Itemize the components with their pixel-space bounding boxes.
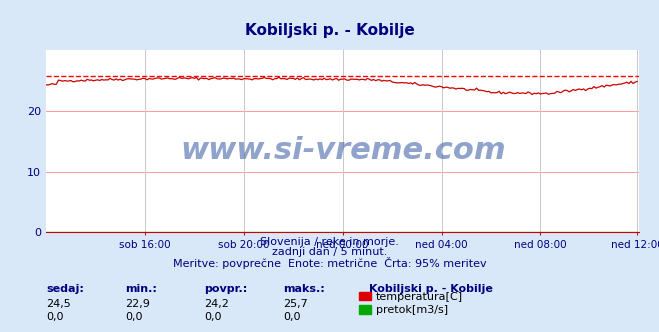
Text: temperatura[C]: temperatura[C] xyxy=(376,292,463,302)
Text: www.si-vreme.com: www.si-vreme.com xyxy=(180,136,505,165)
Text: zadnji dan / 5 minut.: zadnji dan / 5 minut. xyxy=(272,247,387,257)
Text: min.:: min.: xyxy=(125,284,157,294)
Text: Slovenija / reke in morje.: Slovenija / reke in morje. xyxy=(260,237,399,247)
Text: 0,0: 0,0 xyxy=(283,312,301,322)
Text: 24,5: 24,5 xyxy=(46,299,71,309)
Text: Kobiljski p. - Kobilje: Kobiljski p. - Kobilje xyxy=(244,23,415,38)
Text: povpr.:: povpr.: xyxy=(204,284,248,294)
Text: 0,0: 0,0 xyxy=(46,312,64,322)
Text: 24,2: 24,2 xyxy=(204,299,229,309)
Text: 0,0: 0,0 xyxy=(125,312,143,322)
Text: 0,0: 0,0 xyxy=(204,312,222,322)
Text: pretok[m3/s]: pretok[m3/s] xyxy=(376,305,447,315)
Text: Meritve: povprečne  Enote: metrične  Črta: 95% meritev: Meritve: povprečne Enote: metrične Črta:… xyxy=(173,257,486,269)
Text: 25,7: 25,7 xyxy=(283,299,308,309)
Text: Kobiljski p. - Kobilje: Kobiljski p. - Kobilje xyxy=(369,284,493,294)
Text: maks.:: maks.: xyxy=(283,284,325,294)
Text: 22,9: 22,9 xyxy=(125,299,150,309)
Text: sedaj:: sedaj: xyxy=(46,284,84,294)
